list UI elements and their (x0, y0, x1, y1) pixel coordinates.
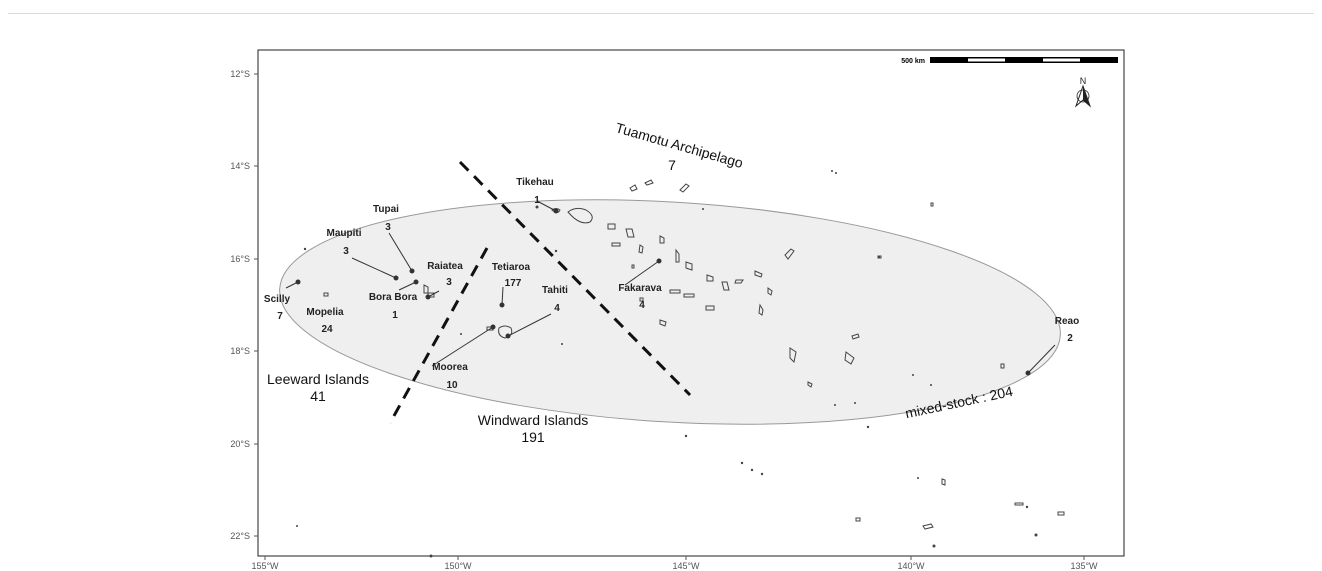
lat-tick-label: 14°S (230, 161, 250, 171)
site-name-moorea: Moorea (432, 362, 468, 373)
lat-tick-label: 16°S (230, 254, 250, 264)
site-count-moorea: 10 (446, 380, 458, 391)
lon-tick-label: 155°W (251, 561, 279, 571)
site-count-maupiti: 3 (343, 246, 349, 257)
site-count-tikehau: 1 (534, 195, 540, 206)
north-arrow-icon: N (1074, 76, 1092, 108)
region-count-windward: 191 (521, 429, 545, 445)
site-name-reao: Reao (1055, 316, 1079, 327)
leeward-windward-boundary (388, 247, 489, 424)
lon-tick-label: 140°W (897, 561, 925, 571)
site-name-raiatea: Raiatea (427, 261, 463, 272)
site-name-tupai: Tupai (373, 204, 399, 215)
region-label-windward: Windward Islands (478, 412, 589, 428)
region-count-tuamotu: 7 (668, 157, 676, 173)
site-name-mopelia: Mopelia (306, 307, 344, 318)
lat-tick-label: 22°S (230, 531, 250, 541)
north-arrow-label: N (1080, 76, 1087, 86)
site-count-reao: 2 (1067, 333, 1073, 344)
site-name-tetiaroa: Tetiaroa (492, 262, 531, 273)
mixed-stock-ellipse (279, 199, 1061, 425)
lat-axis: 12°S 14°S 16°S 18°S 20°S 22°S (230, 69, 258, 541)
site-count-raiatea: 3 (446, 277, 452, 288)
lat-tick-label: 20°S (230, 439, 250, 449)
site-count-scilly: 7 (277, 311, 283, 322)
site-count-fakarava: 4 (639, 300, 645, 311)
site-markers (285, 200, 1056, 376)
lon-axis: 155°W 150°W 145°W 140°W 135°W (251, 556, 1098, 571)
tuamotu-windward-boundary (458, 160, 692, 397)
site-name-tahiti: Tahiti (542, 285, 568, 296)
lat-tick-label: 18°S (230, 346, 250, 356)
site-name-borabora: Bora Bora (369, 292, 418, 303)
site-name-maupiti: Maupiti (327, 228, 362, 239)
site-name-scilly: Scilly (264, 294, 291, 305)
lon-tick-label: 145°W (672, 561, 700, 571)
lon-tick-label: 135°W (1070, 561, 1098, 571)
scale-bar-label: 500 km (901, 58, 925, 65)
lat-tick-label: 12°S (230, 69, 250, 79)
top-divider (8, 13, 1314, 14)
site-count-mopelia: 24 (321, 324, 333, 335)
site-count-tahiti: 4 (554, 303, 560, 314)
region-count-leeward: 41 (310, 388, 326, 404)
island-outlines (323, 179, 1065, 530)
region-label-leeward: Leeward Islands (267, 371, 369, 387)
site-count-tetiaroa: 177 (505, 278, 522, 289)
site-count-tupai: 3 (385, 222, 391, 233)
scale-bar: 500 km (901, 57, 1118, 65)
site-name-fakarava: Fakarava (618, 283, 662, 294)
site-name-tikehau: Tikehau (516, 177, 554, 188)
site-count-borabora: 1 (392, 310, 398, 321)
island-dots (296, 170, 1038, 558)
lon-tick-label: 150°W (444, 561, 472, 571)
